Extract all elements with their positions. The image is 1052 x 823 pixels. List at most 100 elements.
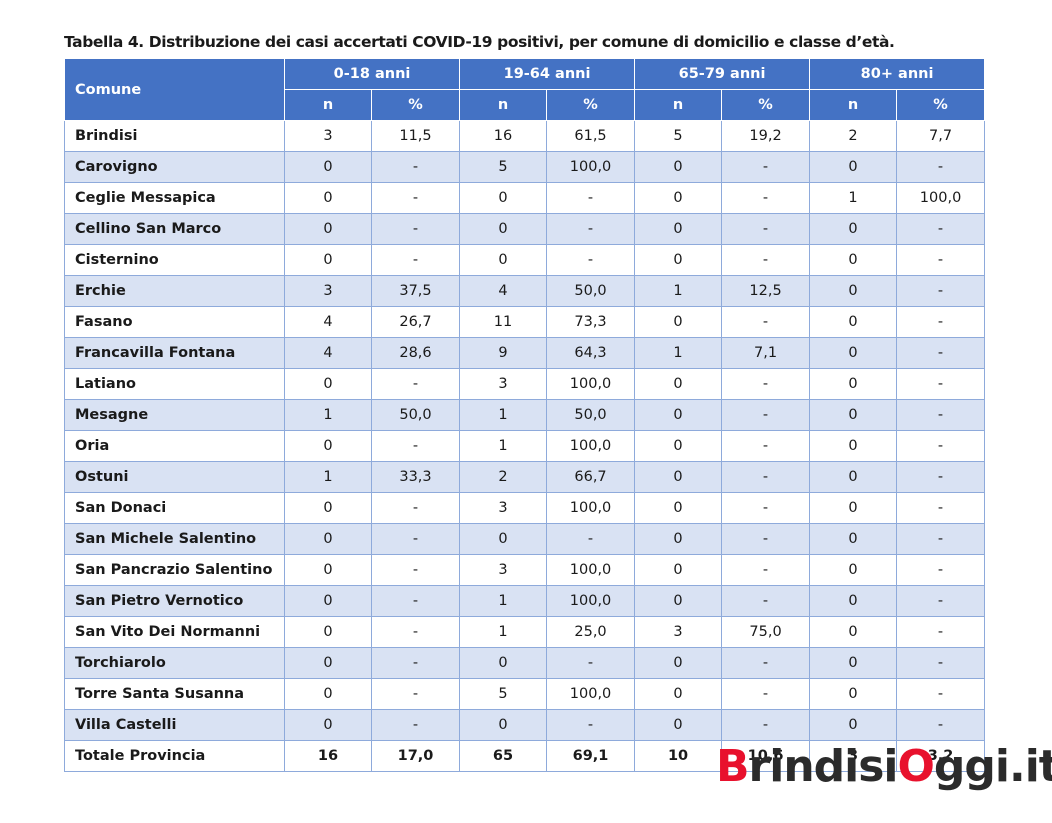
percent-cell: 11,5 bbox=[370, 120, 461, 152]
percent-cell: - bbox=[896, 213, 986, 245]
comune-name: Fasano bbox=[64, 306, 285, 338]
comune-name: Mesagne bbox=[64, 399, 285, 431]
percent-cell: - bbox=[370, 368, 461, 400]
total-row: Totale Provincia 16 17,0 65 69,1 10 10,6 3 3,2 bbox=[64, 740, 986, 772]
header-sub: n bbox=[809, 89, 898, 121]
table-row: San Donaci 0-3 100,0 0-0- bbox=[64, 492, 986, 524]
table-row: Mesagne 1 50,0 1 50,0 0-0- bbox=[64, 399, 986, 431]
count-cell: 0 bbox=[809, 554, 898, 586]
header-group: 80+ anni bbox=[809, 58, 986, 90]
percent-cell: 100,0 bbox=[546, 368, 636, 400]
count-cell: 0 bbox=[284, 523, 372, 555]
count-cell: 0 bbox=[809, 337, 898, 369]
percent-cell: 19,2 bbox=[721, 120, 811, 152]
count-cell: 0 bbox=[284, 492, 372, 524]
header-sub: % bbox=[896, 89, 986, 121]
count-cell: 5 bbox=[459, 678, 548, 710]
count-cell: 4 bbox=[459, 275, 548, 307]
percent-cell: - bbox=[896, 523, 986, 555]
table-row: Carovigno 0-5 100,0 0-0- bbox=[64, 151, 986, 183]
percent-cell: - bbox=[721, 709, 811, 741]
header-sub: % bbox=[546, 89, 636, 121]
percent-cell: - bbox=[721, 151, 811, 183]
comune-name: San Michele Salentino bbox=[64, 523, 285, 555]
count-cell: 3 bbox=[459, 368, 548, 400]
percent-cell: - bbox=[370, 244, 461, 276]
percent-cell: 33,3 bbox=[370, 461, 461, 493]
percent-cell: 73,3 bbox=[546, 306, 636, 338]
percent-cell: - bbox=[370, 709, 461, 741]
count-cell: 0 bbox=[634, 213, 723, 245]
percent-cell: - bbox=[721, 213, 811, 245]
percent-cell: - bbox=[370, 430, 461, 462]
percent-cell: - bbox=[721, 244, 811, 276]
count-cell: 0 bbox=[809, 461, 898, 493]
count-cell: 0 bbox=[809, 585, 898, 617]
percent-cell: 66,7 bbox=[546, 461, 636, 493]
count-cell: 0 bbox=[459, 213, 548, 245]
count-cell: 1 bbox=[634, 337, 723, 369]
header-row-groups: Comune 0-18 anni 19-64 anni 65-79 anni 8… bbox=[64, 58, 986, 121]
count-cell: 0 bbox=[809, 368, 898, 400]
table-row: San Vito Dei Normanni 0-1 25,0 3 75,0 0- bbox=[64, 616, 986, 648]
percent-cell: 100,0 bbox=[546, 430, 636, 462]
percent-cell: - bbox=[896, 244, 986, 276]
count-cell: 0 bbox=[634, 151, 723, 183]
count-cell: 0 bbox=[634, 182, 723, 214]
logo-text-ggi: ggi.it bbox=[933, 741, 1052, 792]
percent-cell: - bbox=[721, 368, 811, 400]
percent-cell: 7,7 bbox=[896, 120, 986, 152]
percent-cell: 100,0 bbox=[546, 678, 636, 710]
percent-cell: 12,5 bbox=[721, 275, 811, 307]
percent-cell: - bbox=[896, 492, 986, 524]
comune-name: Brindisi bbox=[64, 120, 285, 152]
percent-cell: - bbox=[370, 523, 461, 555]
count-cell: 3 bbox=[809, 740, 898, 772]
count-cell: 1 bbox=[459, 616, 548, 648]
percent-cell: - bbox=[721, 306, 811, 338]
count-cell: 0 bbox=[634, 244, 723, 276]
count-cell: 4 bbox=[284, 306, 372, 338]
count-cell: 0 bbox=[809, 151, 898, 183]
count-cell: 3 bbox=[459, 492, 548, 524]
count-cell: 3 bbox=[284, 120, 372, 152]
count-cell: 0 bbox=[459, 244, 548, 276]
count-cell: 0 bbox=[634, 585, 723, 617]
percent-cell: 3,2 bbox=[896, 740, 986, 772]
percent-cell: 17,0 bbox=[370, 740, 461, 772]
comune-name: Torre Santa Susanna bbox=[64, 678, 285, 710]
percent-cell: - bbox=[896, 151, 986, 183]
brindisioggi-logo: BrindisiOggi.it bbox=[716, 745, 1052, 789]
table-body: Brindisi 3 11,5 16 61,5 5 19,2 2 7,7 Carovigno 0-5… bbox=[64, 120, 986, 772]
comune-name: Francavilla Fontana bbox=[64, 337, 285, 369]
percent-cell: - bbox=[896, 616, 986, 648]
count-cell: 0 bbox=[634, 709, 723, 741]
header-comune: Comune bbox=[64, 58, 285, 121]
count-cell: 1 bbox=[809, 182, 898, 214]
percent-cell: - bbox=[896, 368, 986, 400]
count-cell: 10 bbox=[634, 740, 723, 772]
percent-cell: 75,0 bbox=[721, 616, 811, 648]
percent-cell: 64,3 bbox=[546, 337, 636, 369]
percent-cell: - bbox=[546, 523, 636, 555]
percent-cell: - bbox=[896, 678, 986, 710]
count-cell: 0 bbox=[459, 523, 548, 555]
count-cell: 3 bbox=[459, 554, 548, 586]
table-row: Villa Castelli 0-0-0-0- bbox=[64, 709, 986, 741]
percent-cell: - bbox=[370, 151, 461, 183]
count-cell: 16 bbox=[459, 120, 548, 152]
percent-cell: - bbox=[370, 678, 461, 710]
percent-cell: - bbox=[721, 182, 811, 214]
percent-cell: - bbox=[721, 585, 811, 617]
count-cell: 0 bbox=[284, 616, 372, 648]
count-cell: 0 bbox=[634, 399, 723, 431]
count-cell: 1 bbox=[634, 275, 723, 307]
percent-cell: - bbox=[721, 647, 811, 679]
comune-name: Cisternino bbox=[64, 244, 285, 276]
header-sub: n bbox=[459, 89, 548, 121]
percent-cell: 100,0 bbox=[546, 492, 636, 524]
percent-cell: - bbox=[370, 492, 461, 524]
table-row: Cisternino 0-0-0-0- bbox=[64, 244, 986, 276]
count-cell: 3 bbox=[634, 616, 723, 648]
table-row: Brindisi 3 11,5 16 61,5 5 19,2 2 7,7 bbox=[64, 120, 986, 152]
